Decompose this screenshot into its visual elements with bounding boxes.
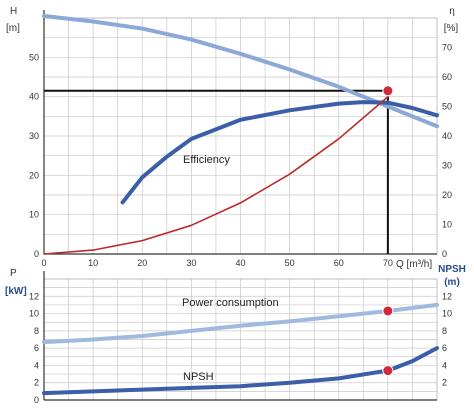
npsh-tick-label: 12 (442, 291, 452, 301)
series-npsh (42, 346, 439, 396)
operating-point-marker (382, 305, 394, 317)
x-tick-label: 30 (186, 258, 196, 268)
eta-tick-label: 50 (442, 102, 452, 112)
eta-tick-label: 40 (442, 131, 452, 141)
eta-axis-unit: [%] (444, 23, 459, 34)
npsh-annotation: NPSH (183, 371, 214, 383)
h-tick-label: 20 (29, 170, 39, 180)
p-tick-label: 12 (29, 291, 39, 301)
npsh-tick-label: 10 (442, 309, 452, 319)
h-tick-label: 50 (29, 52, 39, 62)
npsh-axis-title: NPSH (438, 264, 466, 275)
eta-tick-label: 70 (442, 43, 452, 53)
h-axis-unit: [m] (6, 23, 20, 34)
npsh-tick-label: 8 (442, 326, 447, 336)
npsh-tick-label: 2 (442, 378, 447, 388)
reference-lines (44, 89, 389, 254)
h-tick-label: 40 (29, 92, 39, 102)
p-tick-label: 10 (29, 309, 39, 319)
p-axis-unit: [kW] (5, 286, 27, 297)
p-tick-label: 4 (34, 360, 39, 370)
x-tick-label: 50 (285, 258, 295, 268)
axes: 0 10 20 30 40 50 60 700102030405001020304050607… (5, 6, 466, 405)
series-efficiency (120, 100, 439, 205)
p-axis-title: P (10, 268, 17, 279)
eta-tick-label: 0 (442, 249, 447, 259)
operating-point-marker (382, 85, 394, 97)
operating-points (382, 85, 394, 377)
p-tick-label: 6 (34, 343, 39, 353)
eta-tick-label: 20 (442, 190, 452, 200)
x-tick-label: 60 (334, 258, 344, 268)
operating-point-marker (382, 365, 394, 377)
npsh-tick-label: 4 (442, 360, 447, 370)
eta-axis-title: η (449, 6, 455, 17)
npsh-axis-unit: (m) (444, 277, 460, 288)
h-axis-title: H (10, 6, 17, 17)
x-tick-label: 0 (41, 258, 46, 268)
eta-tick-label: 60 (442, 72, 452, 82)
power-consumption-annotation: Power consumption (182, 297, 279, 309)
series-system-curve (43, 95, 389, 255)
series (42, 14, 439, 396)
x-tick-label: 20 (137, 258, 147, 268)
x-tick-label: 10 (88, 258, 98, 268)
p-tick-label: 2 (34, 378, 39, 388)
labels: Efficiency Power consumption NPSH (182, 154, 279, 383)
x-tick-label: 70 (383, 258, 393, 268)
h-tick-label: 30 (29, 131, 39, 141)
npsh-tick-label: 6 (442, 343, 447, 353)
h-tick-label: 0 (34, 249, 39, 259)
x-tick-label: 40 (235, 258, 245, 268)
eta-tick-label: 10 (442, 220, 452, 230)
series-h (42, 14, 439, 129)
eta-tick-label: 30 (442, 161, 452, 171)
efficiency-annotation: Efficiency (183, 154, 230, 166)
series-power-consumption (42, 302, 439, 345)
q-axis-title: Q [m³/h] (396, 259, 432, 270)
h-tick-label: 10 (29, 210, 39, 220)
p-tick-label: 0 (34, 395, 39, 405)
p-tick-label: 8 (34, 326, 39, 336)
grid (43, 17, 438, 401)
